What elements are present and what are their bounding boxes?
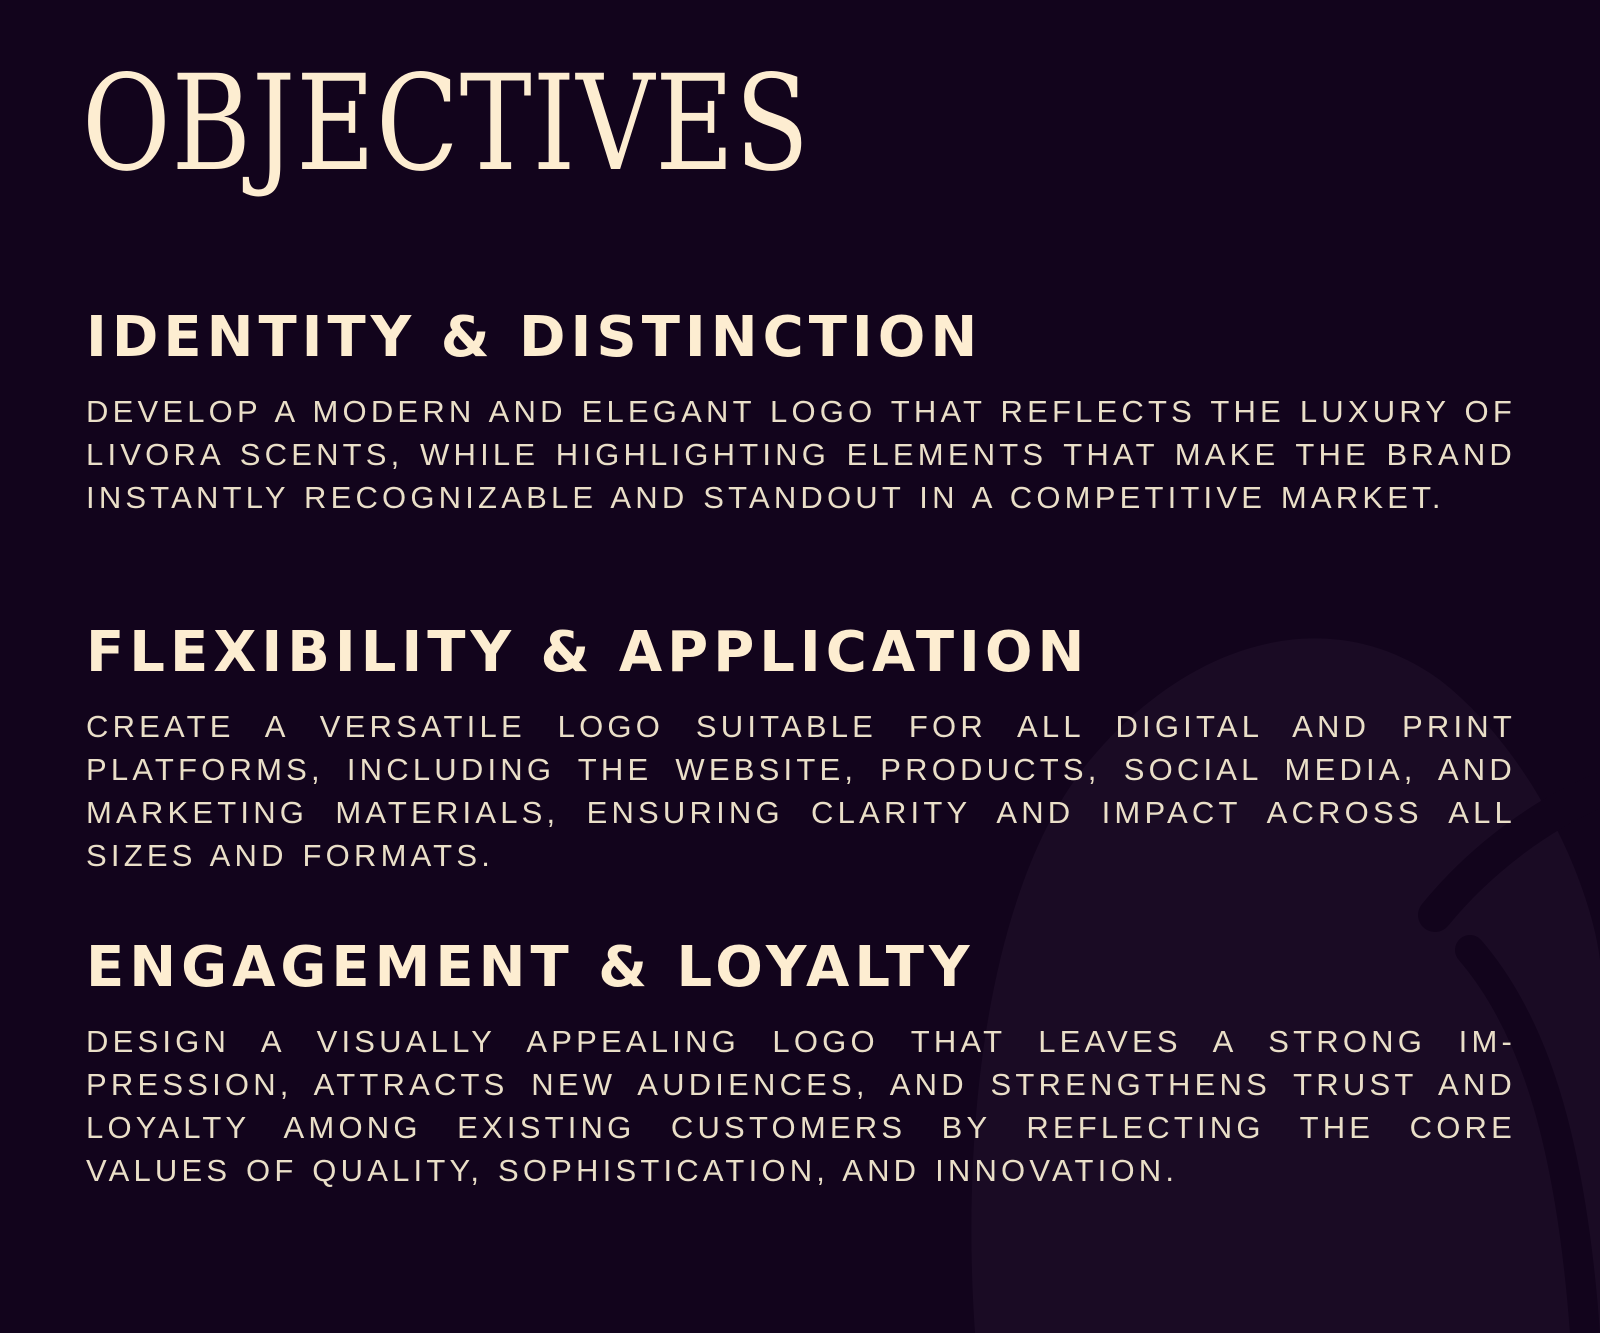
section-heading: FLEXIBILITY & APPLICATION (86, 620, 1090, 685)
section-body: DESIGN A VISUALLY APPEALING LOGO THAT LE… (86, 1024, 1516, 1188)
section-body: CREATE A VERSATILE LOGO SUITABLE FOR ALL… (86, 709, 1516, 873)
page-title: OBJECTIVES (82, 47, 810, 201)
section-flexibility-application: FLEXIBILITY & APPLICATION CREATE A VERSA… (86, 625, 1516, 877)
section-body: DEVELOP A MODERN AND ELEGANT LOGO THAT R… (86, 394, 1516, 515)
section-heading: IDENTITY & DISTINCTION (86, 305, 983, 370)
section-engagement-loyalty: ENGAGEMENT & LOYALTY DESIGN A VISUALLY A… (86, 940, 1516, 1192)
section-heading: ENGAGEMENT & LOYALTY (86, 935, 975, 1000)
section-identity-distinction: IDENTITY & DISTINCTION DEVELOP A MODERN … (86, 310, 1516, 519)
